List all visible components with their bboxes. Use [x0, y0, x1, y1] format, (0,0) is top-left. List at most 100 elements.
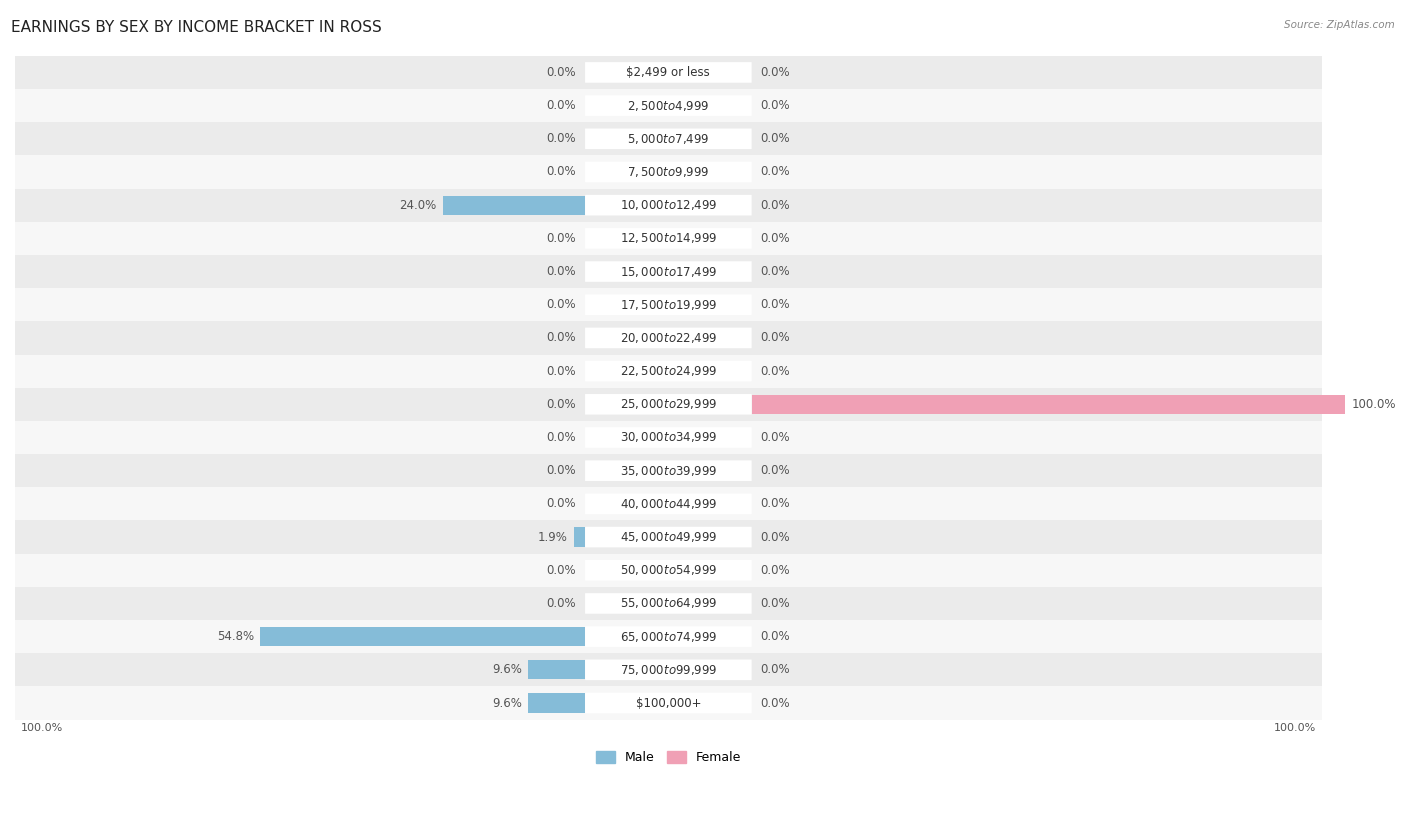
FancyBboxPatch shape — [585, 693, 752, 713]
Text: 0.0%: 0.0% — [547, 298, 576, 311]
Bar — [15, 155, 1322, 189]
Bar — [529, 660, 585, 680]
Text: $20,000 to $22,499: $20,000 to $22,499 — [620, 331, 717, 345]
Text: 0.0%: 0.0% — [761, 464, 790, 477]
Text: 24.0%: 24.0% — [399, 198, 437, 211]
Bar — [260, 627, 585, 646]
Text: 0.0%: 0.0% — [547, 498, 576, 511]
Text: 0.0%: 0.0% — [547, 431, 576, 444]
Text: $5,000 to $7,499: $5,000 to $7,499 — [627, 132, 710, 146]
FancyBboxPatch shape — [585, 560, 752, 580]
Bar — [15, 520, 1322, 554]
Bar — [15, 421, 1322, 454]
Text: 0.0%: 0.0% — [547, 99, 576, 112]
FancyBboxPatch shape — [585, 527, 752, 547]
Bar — [529, 693, 585, 713]
Text: 0.0%: 0.0% — [547, 398, 576, 411]
Text: $100,000+: $100,000+ — [636, 697, 702, 710]
Text: 0.0%: 0.0% — [547, 133, 576, 146]
Text: 0.0%: 0.0% — [761, 232, 790, 245]
Legend: Male, Female: Male, Female — [591, 746, 747, 769]
Bar — [15, 587, 1322, 620]
Text: 0.0%: 0.0% — [761, 697, 790, 710]
Text: $30,000 to $34,999: $30,000 to $34,999 — [620, 431, 717, 445]
Bar — [15, 89, 1322, 122]
Bar — [443, 196, 585, 215]
Text: 0.0%: 0.0% — [761, 663, 790, 676]
Bar — [15, 321, 1322, 354]
FancyBboxPatch shape — [585, 626, 752, 647]
Text: 0.0%: 0.0% — [761, 531, 790, 544]
Text: 0.0%: 0.0% — [761, 431, 790, 444]
FancyBboxPatch shape — [585, 294, 752, 315]
Text: 0.0%: 0.0% — [761, 364, 790, 377]
Bar — [15, 288, 1322, 321]
Bar — [15, 653, 1322, 686]
FancyBboxPatch shape — [585, 128, 752, 149]
Text: $2,500 to $4,999: $2,500 to $4,999 — [627, 98, 710, 113]
Text: 0.0%: 0.0% — [547, 597, 576, 610]
Text: $12,500 to $14,999: $12,500 to $14,999 — [620, 232, 717, 246]
FancyBboxPatch shape — [585, 593, 752, 614]
Text: $50,000 to $54,999: $50,000 to $54,999 — [620, 563, 717, 577]
Text: $15,000 to $17,499: $15,000 to $17,499 — [620, 264, 717, 279]
Text: 0.0%: 0.0% — [761, 166, 790, 179]
FancyBboxPatch shape — [585, 62, 752, 83]
Text: 0.0%: 0.0% — [547, 332, 576, 345]
Bar — [752, 394, 1346, 414]
Text: 0.0%: 0.0% — [547, 232, 576, 245]
FancyBboxPatch shape — [585, 460, 752, 481]
Text: $75,000 to $99,999: $75,000 to $99,999 — [620, 663, 717, 677]
Text: $7,500 to $9,999: $7,500 to $9,999 — [627, 165, 710, 179]
Text: $55,000 to $64,999: $55,000 to $64,999 — [620, 597, 717, 611]
Bar — [15, 222, 1322, 255]
FancyBboxPatch shape — [585, 261, 752, 282]
Bar — [15, 354, 1322, 388]
Text: 100.0%: 100.0% — [1351, 398, 1396, 411]
Text: 0.0%: 0.0% — [547, 265, 576, 278]
FancyBboxPatch shape — [585, 228, 752, 249]
Bar — [15, 189, 1322, 222]
Text: $22,500 to $24,999: $22,500 to $24,999 — [620, 364, 717, 378]
FancyBboxPatch shape — [585, 95, 752, 116]
FancyBboxPatch shape — [585, 162, 752, 182]
Text: 0.0%: 0.0% — [547, 66, 576, 79]
Text: $17,500 to $19,999: $17,500 to $19,999 — [620, 298, 717, 311]
Text: $65,000 to $74,999: $65,000 to $74,999 — [620, 629, 717, 644]
Text: $25,000 to $29,999: $25,000 to $29,999 — [620, 398, 717, 411]
Text: 0.0%: 0.0% — [761, 597, 790, 610]
Text: 0.0%: 0.0% — [761, 563, 790, 576]
Text: $40,000 to $44,999: $40,000 to $44,999 — [620, 497, 717, 511]
Bar — [15, 454, 1322, 487]
Text: $35,000 to $39,999: $35,000 to $39,999 — [620, 463, 717, 478]
Text: 0.0%: 0.0% — [761, 99, 790, 112]
Bar — [15, 56, 1322, 89]
Text: 0.0%: 0.0% — [761, 630, 790, 643]
Text: 54.8%: 54.8% — [217, 630, 253, 643]
Text: 1.9%: 1.9% — [538, 531, 568, 544]
Text: 0.0%: 0.0% — [761, 198, 790, 211]
Text: 0.0%: 0.0% — [547, 464, 576, 477]
Text: 0.0%: 0.0% — [547, 563, 576, 576]
Text: 0.0%: 0.0% — [761, 133, 790, 146]
Bar — [15, 620, 1322, 653]
Bar — [574, 528, 585, 546]
FancyBboxPatch shape — [585, 328, 752, 348]
FancyBboxPatch shape — [585, 361, 752, 381]
Bar — [15, 255, 1322, 288]
FancyBboxPatch shape — [585, 659, 752, 680]
Bar — [15, 686, 1322, 720]
Text: 0.0%: 0.0% — [761, 298, 790, 311]
FancyBboxPatch shape — [585, 427, 752, 448]
Text: EARNINGS BY SEX BY INCOME BRACKET IN ROSS: EARNINGS BY SEX BY INCOME BRACKET IN ROS… — [11, 20, 382, 35]
Text: $2,499 or less: $2,499 or less — [627, 66, 710, 79]
FancyBboxPatch shape — [585, 195, 752, 215]
Text: 0.0%: 0.0% — [547, 364, 576, 377]
Text: 0.0%: 0.0% — [547, 166, 576, 179]
Text: 0.0%: 0.0% — [761, 498, 790, 511]
Text: 0.0%: 0.0% — [761, 66, 790, 79]
FancyBboxPatch shape — [585, 394, 752, 415]
Text: 0.0%: 0.0% — [761, 332, 790, 345]
Text: $10,000 to $12,499: $10,000 to $12,499 — [620, 198, 717, 212]
Bar — [15, 122, 1322, 155]
